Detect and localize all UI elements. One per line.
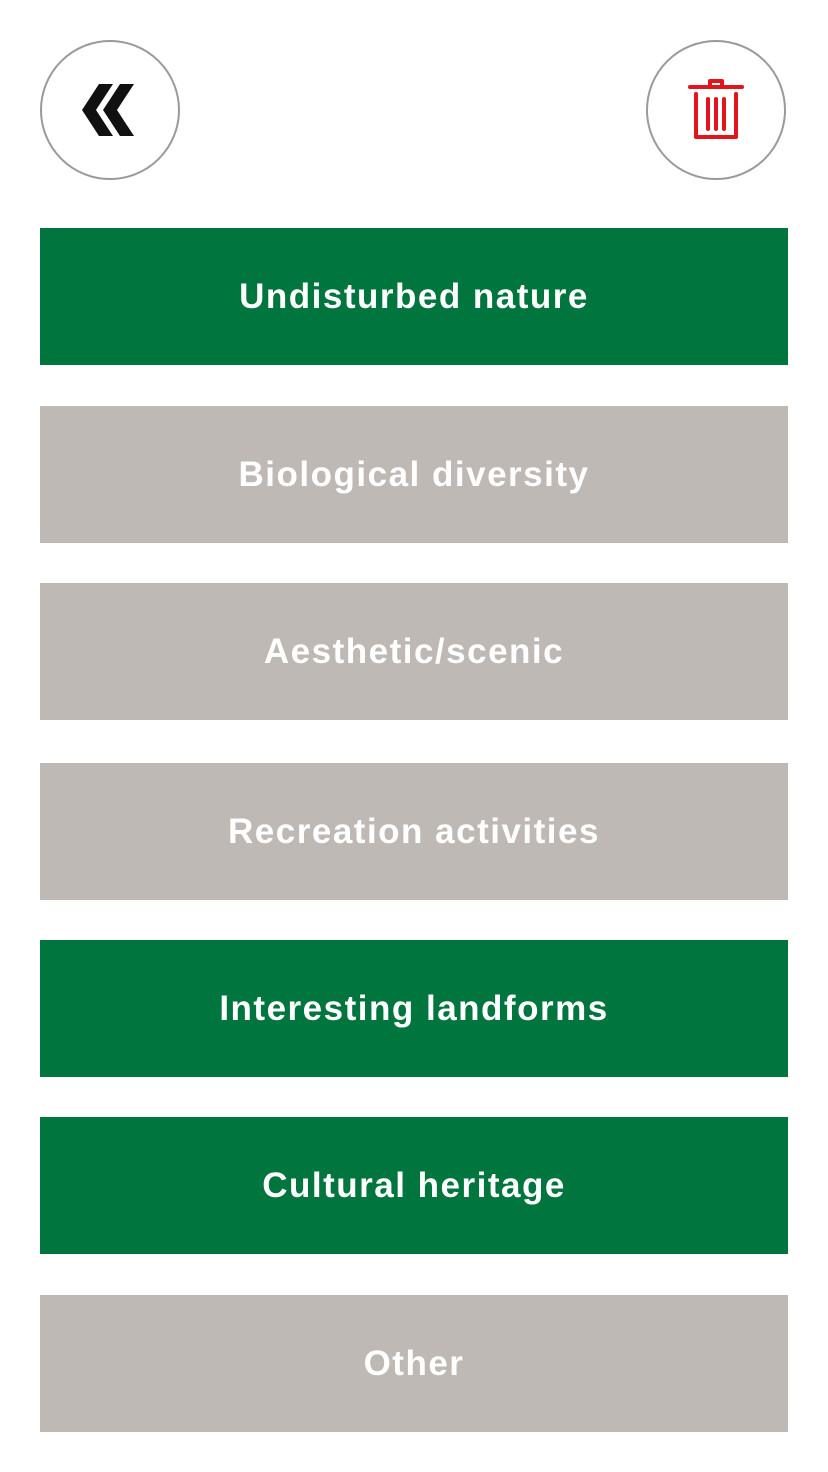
option-recreation-activities[interactable]: Recreation activities (40, 763, 788, 900)
option-aesthetic-scenic[interactable]: Aesthetic/scenic (40, 583, 788, 720)
option-label: Other (363, 1343, 465, 1383)
back-button[interactable] (40, 40, 180, 180)
trash-icon (688, 79, 744, 139)
option-label: Aesthetic/scenic (263, 631, 565, 671)
option-label: Undisturbed nature (239, 276, 589, 316)
delete-button[interactable] (646, 40, 786, 180)
option-label: Interesting landforms (219, 988, 609, 1028)
header (0, 0, 828, 200)
option-label: Recreation activities (228, 811, 600, 851)
double-chevron-left-icon (82, 84, 134, 136)
option-interesting-landforms[interactable]: Interesting landforms (40, 940, 788, 1077)
option-label: Biological diversity (238, 454, 590, 494)
option-label: Cultural heritage (262, 1165, 566, 1205)
option-cultural-heritage[interactable]: Cultural heritage (40, 1117, 788, 1254)
option-biological-diversity[interactable]: Biological diversity (40, 406, 788, 543)
option-other[interactable]: Other (40, 1295, 788, 1432)
option-undisturbed-nature[interactable]: Undisturbed nature (40, 228, 788, 365)
